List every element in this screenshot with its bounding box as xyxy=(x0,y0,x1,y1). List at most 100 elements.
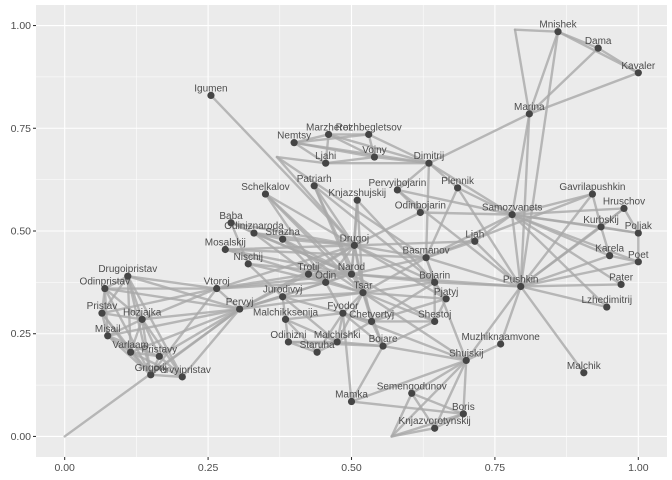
node-schelkalov xyxy=(261,190,270,198)
node-label-hozjajka: Hozjajka xyxy=(123,307,162,318)
network-edge xyxy=(596,46,640,75)
network-edge xyxy=(519,30,560,288)
node-patriarh xyxy=(310,182,318,190)
network-edge xyxy=(381,344,468,362)
node-knjazshujskij xyxy=(353,196,361,204)
node-fyodor xyxy=(339,309,347,317)
node-dama xyxy=(594,44,602,52)
node-mamka xyxy=(347,397,356,406)
network-edge xyxy=(284,318,290,344)
network-edge xyxy=(350,400,465,416)
network-edge xyxy=(126,275,241,311)
node-label-muzhiknaamvone: Muzhiknaamvone xyxy=(461,332,540,343)
network-edge xyxy=(335,320,373,344)
node-ljahi xyxy=(322,159,330,167)
network-edge xyxy=(499,285,522,346)
node-label-pater: Pater xyxy=(609,272,634,283)
network-edge xyxy=(370,297,448,323)
network-edge xyxy=(140,307,241,321)
node-label-odinizni: Odinizni xyxy=(270,330,306,341)
network-edge xyxy=(103,287,144,321)
node-label-dama: Dama xyxy=(585,36,612,47)
network-edge xyxy=(361,281,436,294)
node-misail xyxy=(104,332,112,340)
network-edge xyxy=(275,155,428,259)
node-label-poljak: Poljak xyxy=(625,221,653,232)
network-edge xyxy=(465,342,502,362)
node-marina xyxy=(525,110,533,118)
node-poljak xyxy=(634,229,642,237)
network-edge xyxy=(281,295,339,344)
network-edge xyxy=(519,285,608,309)
network-edge xyxy=(140,318,152,377)
node-bojarin xyxy=(431,278,439,286)
node-label-igumen: Igumen xyxy=(194,83,227,94)
network-edge xyxy=(353,240,477,247)
network-edge xyxy=(381,320,436,348)
network-edge xyxy=(424,256,522,288)
node-label-rozhbegletsov: Rozhbegletsov xyxy=(336,122,402,133)
network-edge xyxy=(181,307,241,379)
network-edge xyxy=(129,351,161,358)
node-jurodivyj xyxy=(279,293,287,301)
network-edge xyxy=(608,254,640,264)
node-label-bojarin: Bojarin xyxy=(419,270,450,281)
node-label-kurbskij: Kurbskij xyxy=(583,215,619,226)
node-label-odinpristav: Odinpristav xyxy=(80,277,131,288)
network-edge xyxy=(100,311,109,337)
network-edge xyxy=(519,283,623,288)
network-edge xyxy=(361,291,448,300)
x-tick-label: 0.50 xyxy=(341,462,362,474)
network-edge xyxy=(327,133,376,159)
x-tick-label: 1.00 xyxy=(628,462,649,474)
node-label-samozvanets: Samozvanets xyxy=(482,203,543,214)
node-label-lzhedimitrij: Lzhedimitrij xyxy=(581,295,632,306)
node-label-malchik: Malchik xyxy=(567,361,602,372)
node-muzhiknaamvone xyxy=(497,340,505,348)
node-label-grigorij: Grigorij xyxy=(135,363,167,374)
network-edge xyxy=(275,155,327,165)
node-malchikksenija xyxy=(281,315,290,323)
node-karela xyxy=(606,252,614,260)
network-edge xyxy=(396,161,431,192)
network-edge xyxy=(106,318,144,337)
node-samozvanets xyxy=(508,210,516,219)
network-edge xyxy=(315,311,345,354)
node-bojare xyxy=(379,342,387,350)
node-label-varlaam: Varlaam xyxy=(112,340,149,351)
network-edge xyxy=(324,281,345,315)
network-edge xyxy=(370,320,385,348)
network-edge xyxy=(356,198,436,284)
node-labels: Mnishek Dama Kavaler Igumen Marina NemtsyMarz… xyxy=(80,20,656,428)
node-malchik xyxy=(580,369,588,377)
network-edge xyxy=(410,359,468,395)
network-edge xyxy=(103,287,241,311)
network-edge xyxy=(284,318,319,354)
node-pristav xyxy=(98,309,106,317)
network-edge xyxy=(510,213,640,264)
node-label-karela: Karela xyxy=(595,244,624,255)
node-shestoj xyxy=(431,317,439,325)
node-label-ljah: Ljah xyxy=(465,229,484,240)
node-label-vtoroj: Vtoroj xyxy=(204,277,230,288)
node-odiniznaroda xyxy=(250,229,258,237)
y-tick-label: 0.00 xyxy=(11,431,32,443)
network-edge xyxy=(327,133,431,165)
network-edge xyxy=(215,244,356,290)
node-pristavy xyxy=(155,352,163,360)
network-edge xyxy=(350,344,385,403)
network-edge xyxy=(103,287,109,337)
network-edge xyxy=(591,192,603,229)
node-narod xyxy=(347,270,356,278)
node-label-patriarh: Patriarh xyxy=(297,174,332,185)
node-grigorij xyxy=(147,371,155,379)
network-edge xyxy=(519,192,594,288)
y-tick-label: 0.75 xyxy=(11,123,32,135)
network-edge xyxy=(140,318,184,379)
network-edge xyxy=(410,392,465,416)
network-edge xyxy=(350,244,356,276)
node-pushkin xyxy=(517,282,525,291)
node-label-knjazvorotynskij: Knjazvorotynskij xyxy=(399,416,471,427)
network-edge xyxy=(324,133,330,165)
node-kurbskij xyxy=(597,223,605,231)
